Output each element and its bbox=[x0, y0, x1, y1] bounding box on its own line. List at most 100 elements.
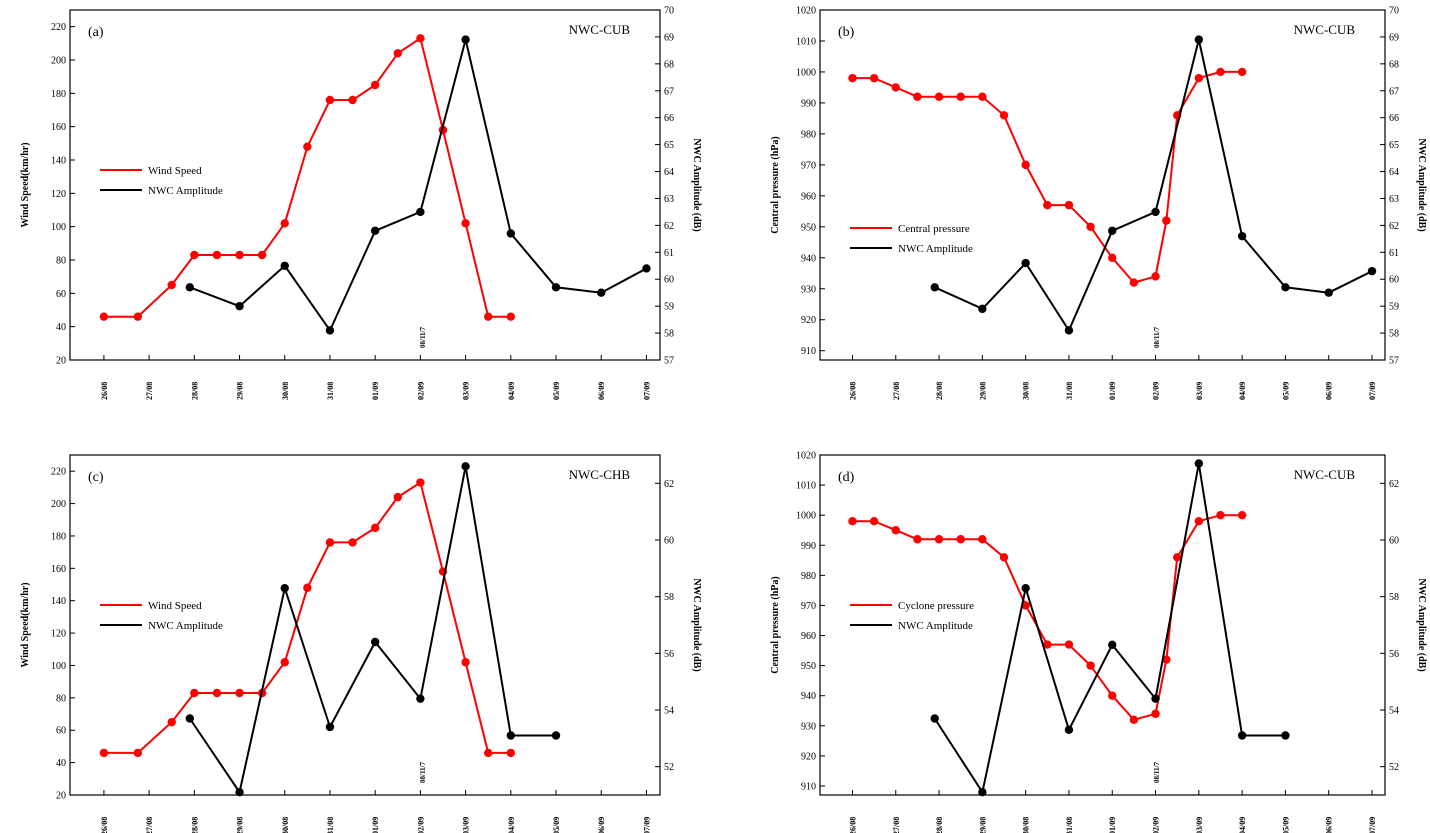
data-point-central-pressure bbox=[913, 92, 922, 101]
left-tick-label: 100 bbox=[51, 222, 66, 233]
right-tick-label: 52 bbox=[664, 762, 674, 773]
data-point-nwc-amplitude bbox=[930, 283, 939, 292]
data-point-wind-speed bbox=[393, 49, 402, 58]
x-tick-label: 26/08 bbox=[848, 817, 857, 833]
left-axis-label: Central pressure (hPa) bbox=[770, 136, 781, 233]
x-tick-label: 01/09 bbox=[371, 382, 380, 400]
x-tick-label: 31/08 bbox=[326, 817, 335, 833]
data-point-cyclone-pressure bbox=[848, 516, 857, 526]
data-point-wind-speed bbox=[393, 492, 402, 502]
x-tick-label: 03/09 bbox=[462, 382, 471, 400]
right-tick-label: 61 bbox=[664, 248, 674, 259]
left-tick-label: 1020 bbox=[796, 451, 816, 462]
left-tick-label: 1010 bbox=[796, 481, 816, 492]
left-tick-label: 970 bbox=[801, 601, 816, 612]
right-tick-label: 58 bbox=[664, 329, 674, 340]
data-point-nwc-amplitude bbox=[185, 283, 195, 292]
data-point-central-pressure bbox=[1021, 160, 1030, 170]
x-tick-label: 06/09 bbox=[597, 382, 606, 400]
data-point-central-pressure bbox=[1151, 272, 1160, 281]
legend-label: NWC Amplitude bbox=[898, 620, 973, 632]
left-tick-label: 910 bbox=[801, 346, 816, 357]
right-tick-label: 54 bbox=[664, 706, 674, 717]
data-point-nwc-amplitude bbox=[978, 787, 987, 797]
right-tick-label: 62 bbox=[664, 479, 674, 490]
legend-label: NWC Amplitude bbox=[148, 185, 223, 197]
plot-frame bbox=[819, 9, 1386, 361]
right-tick-label: 58 bbox=[1389, 592, 1399, 603]
data-point-wind-speed bbox=[348, 95, 357, 105]
data-point-nwc-amplitude bbox=[1237, 231, 1247, 241]
data-point-nwc-amplitude bbox=[370, 226, 380, 235]
data-point-nwc-amplitude bbox=[461, 462, 470, 471]
data-point-nwc-amplitude bbox=[1151, 694, 1160, 703]
left-tick-label: 140 bbox=[51, 596, 66, 607]
data-point-nwc-amplitude bbox=[280, 583, 289, 593]
data-point-central-pressure bbox=[999, 111, 1009, 120]
x-tick-label: 03/09 bbox=[462, 817, 471, 833]
left-tick-label: 940 bbox=[801, 253, 816, 264]
x-tick-label: 31/08 bbox=[326, 382, 335, 400]
x-tick-label: 28/08 bbox=[190, 382, 199, 400]
x-tick-label: 30/08 bbox=[1022, 817, 1031, 833]
legend-label: Central pressure bbox=[898, 223, 970, 235]
right-tick-label: 59 bbox=[664, 302, 674, 313]
event-marker-label: 08/11/7 bbox=[1153, 326, 1161, 348]
x-tick-label: 06/09 bbox=[1325, 817, 1334, 833]
plot-frame bbox=[69, 9, 661, 361]
station-label: NWC-CUB bbox=[1294, 22, 1356, 37]
data-point-nwc-amplitude bbox=[1367, 266, 1377, 276]
x-tick-label: 03/09 bbox=[1195, 817, 1204, 833]
data-point-wind-speed bbox=[257, 250, 267, 260]
left-tick-label: 220 bbox=[51, 467, 66, 478]
data-point-cyclone-pressure bbox=[1108, 691, 1117, 700]
data-point-cyclone-pressure bbox=[913, 535, 922, 544]
data-point-wind-speed bbox=[348, 538, 357, 547]
x-tick-label: 31/08 bbox=[1065, 382, 1074, 400]
x-tick-label: 30/08 bbox=[1022, 382, 1031, 400]
left-tick-label: 60 bbox=[56, 289, 66, 300]
x-tick-label: 01/09 bbox=[1108, 817, 1117, 833]
right-tick-label: 65 bbox=[664, 140, 674, 151]
x-tick-label: 29/08 bbox=[236, 817, 245, 833]
x-tick-label: 07/09 bbox=[1368, 382, 1377, 400]
data-point-nwc-amplitude bbox=[551, 731, 561, 740]
right-tick-label: 54 bbox=[1389, 706, 1399, 717]
left-tick-label: 120 bbox=[51, 629, 66, 640]
left-tick-label: 930 bbox=[801, 721, 816, 732]
right-tick-label: 58 bbox=[1389, 329, 1399, 340]
x-tick-label: 29/08 bbox=[978, 382, 987, 400]
data-point-wind-speed bbox=[303, 583, 312, 592]
left-tick-label: 80 bbox=[56, 256, 66, 267]
legend-label: NWC Amplitude bbox=[148, 620, 223, 632]
data-point-nwc-amplitude bbox=[325, 326, 335, 335]
right-tick-label: 64 bbox=[1389, 167, 1399, 178]
data-point-nwc-amplitude bbox=[235, 301, 244, 311]
right-tick-label: 62 bbox=[1389, 221, 1399, 232]
left-tick-label: 220 bbox=[51, 22, 66, 33]
x-tick-label: 04/09 bbox=[507, 817, 516, 833]
right-tick-label: 70 bbox=[1389, 6, 1399, 17]
x-tick-label: 02/09 bbox=[416, 382, 425, 400]
x-tick-label: 28/08 bbox=[935, 817, 944, 833]
data-point-wind-speed bbox=[212, 250, 222, 260]
data-point-nwc-amplitude bbox=[280, 261, 289, 270]
left-tick-label: 40 bbox=[56, 758, 66, 769]
data-point-cyclone-pressure bbox=[956, 535, 965, 544]
left-tick-label: 990 bbox=[801, 98, 816, 109]
right-tick-label: 63 bbox=[1389, 194, 1399, 205]
panel-label: (b) bbox=[838, 25, 855, 40]
right-tick-label: 69 bbox=[1389, 32, 1399, 43]
data-point-nwc-amplitude bbox=[1281, 731, 1290, 740]
x-tick-label: 05/09 bbox=[1281, 382, 1290, 400]
left-axis-label: Central pressure (hPa) bbox=[770, 576, 781, 673]
right-tick-label: 67 bbox=[664, 86, 674, 97]
data-point-nwc-amplitude bbox=[1237, 731, 1247, 740]
left-tick-label: 20 bbox=[56, 791, 66, 802]
right-tick-label: 59 bbox=[1389, 302, 1399, 313]
left-tick-label: 980 bbox=[801, 129, 816, 140]
data-point-cyclone-pressure bbox=[1162, 655, 1171, 664]
data-point-nwc-amplitude bbox=[1324, 288, 1333, 297]
chart-panel-d: 910 920 930 940 950 960 970 980 990 1000 1010 1020 5… bbox=[770, 451, 1427, 833]
left-tick-label: 100 bbox=[51, 661, 66, 672]
